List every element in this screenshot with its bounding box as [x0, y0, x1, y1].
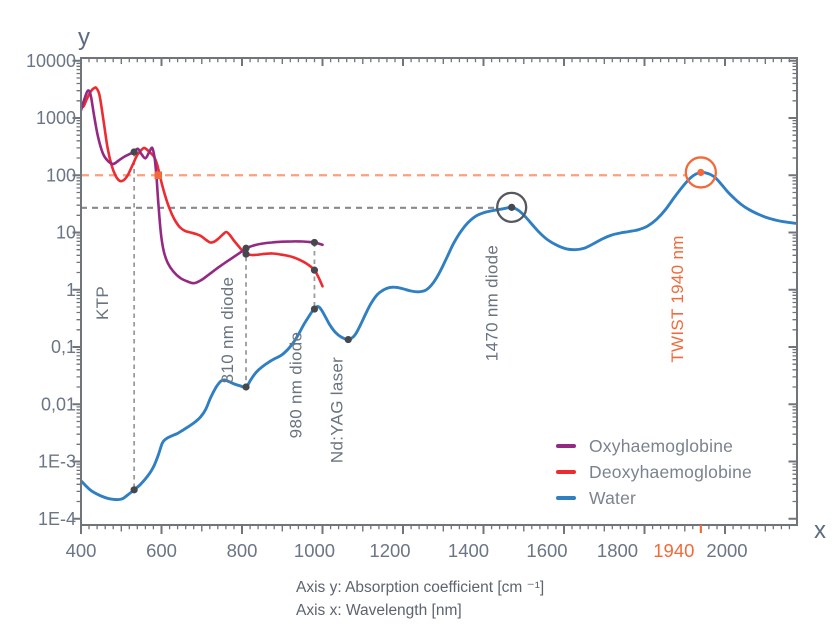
- curve-oxyhaemoglobine: [80, 89, 324, 285]
- caption-y-axis: Axis y: Absorption coefficient [cm ⁻¹]: [296, 579, 545, 596]
- y-tick-label-1: 1: [66, 280, 76, 300]
- x-tick-label-1940: 1940: [653, 540, 694, 561]
- legend-swatch-oxyhaemoglobine: [556, 444, 576, 448]
- legend-swatch-water: [556, 496, 576, 500]
- legend-item-water: Water: [556, 485, 752, 511]
- y-axis-letter: y: [78, 24, 90, 51]
- curve-deoxyhaemoglobine: [80, 86, 324, 288]
- y-tick-label-10: 10: [56, 223, 76, 243]
- y-tick-label-1E-4: 1E-4: [38, 509, 76, 529]
- y-tick-label-1000: 1000: [36, 108, 76, 128]
- marker-square-orange: [154, 171, 163, 180]
- marker-dot-980: [310, 238, 319, 247]
- y-tick-label-1E-3: 1E-3: [38, 452, 76, 472]
- x-tick-label-800: 800: [227, 540, 258, 561]
- plot-border: [80, 57, 798, 526]
- x-tick-label-1800: 1800: [597, 540, 638, 561]
- marker-dot-810: [242, 244, 250, 252]
- annotation-1470-nm-diode: 1470 nm diode: [483, 245, 502, 361]
- x-tick-label-1400: 1400: [448, 540, 489, 561]
- marker-dot-532: [130, 486, 138, 494]
- annotation-ktp: KTP: [93, 286, 112, 320]
- legend-label: Deoxyhaemoglobine: [589, 461, 752, 482]
- legend-label: Oxyhaemoglobine: [589, 435, 734, 456]
- x-tick-label-1200: 1200: [369, 540, 410, 561]
- legend-label: Water: [589, 487, 637, 508]
- y-tick-label-100: 100: [46, 165, 76, 185]
- caption-x-axis: Axis x: Wavelength [nm]: [296, 602, 462, 619]
- x-tick-label-400: 400: [66, 540, 97, 561]
- axis-mid-ticks: [120, 58, 766, 532]
- marker-dot-1064: [344, 335, 352, 344]
- legend-item-deoxyhaemoglobine: Deoxyhaemoglobine: [556, 459, 752, 485]
- annotation-810-nm-diode: 810 nm diode: [218, 277, 237, 384]
- axis-minor-ticks: [76, 58, 797, 530]
- annotation-980-nm-diode: 980 nm diode: [286, 332, 305, 439]
- x-tick-label-1000: 1000: [294, 540, 335, 561]
- x-tick-label-2000: 2000: [706, 540, 747, 561]
- x-tick-label-1600: 1600: [526, 540, 567, 561]
- highlight-circle-1940: [684, 156, 717, 189]
- marker-dot-532: [130, 148, 138, 156]
- annotation-twist-1940-nm: TWIST 1940 nm: [668, 235, 687, 362]
- legend: Oxyhaemoglobine Deoxyhaemoglobine Water: [556, 433, 752, 511]
- marker-dot-810: [242, 383, 250, 391]
- y-tick-label-0,01: 0,01: [41, 394, 76, 414]
- highlight-circle-1470: [496, 191, 528, 223]
- x-tick-label-600: 600: [146, 540, 177, 561]
- y-tick-label-0,1: 0,1: [51, 337, 76, 357]
- marker-dot-1940: [697, 168, 705, 177]
- curve-water: [80, 170, 797, 502]
- annotation-nd-yag-laser: Nd:YAG laser: [327, 357, 346, 463]
- marker-dot-980: [310, 305, 319, 313]
- legend-swatch-deoxyhaemoglobine: [556, 470, 576, 474]
- marker-dot-980: [310, 266, 319, 274]
- marker-dot-810: [242, 250, 250, 258]
- marker-dot-1470: [508, 203, 516, 211]
- x-axis-letter: x: [814, 517, 826, 544]
- y-tick-label-10000: 10000: [26, 51, 76, 71]
- axis-major-ticks: [72, 58, 797, 534]
- legend-item-oxyhaemoglobine: Oxyhaemoglobine: [556, 433, 752, 459]
- axis-caption: Axis y: Absorption coefficient [cm ⁻¹] A…: [296, 576, 544, 622]
